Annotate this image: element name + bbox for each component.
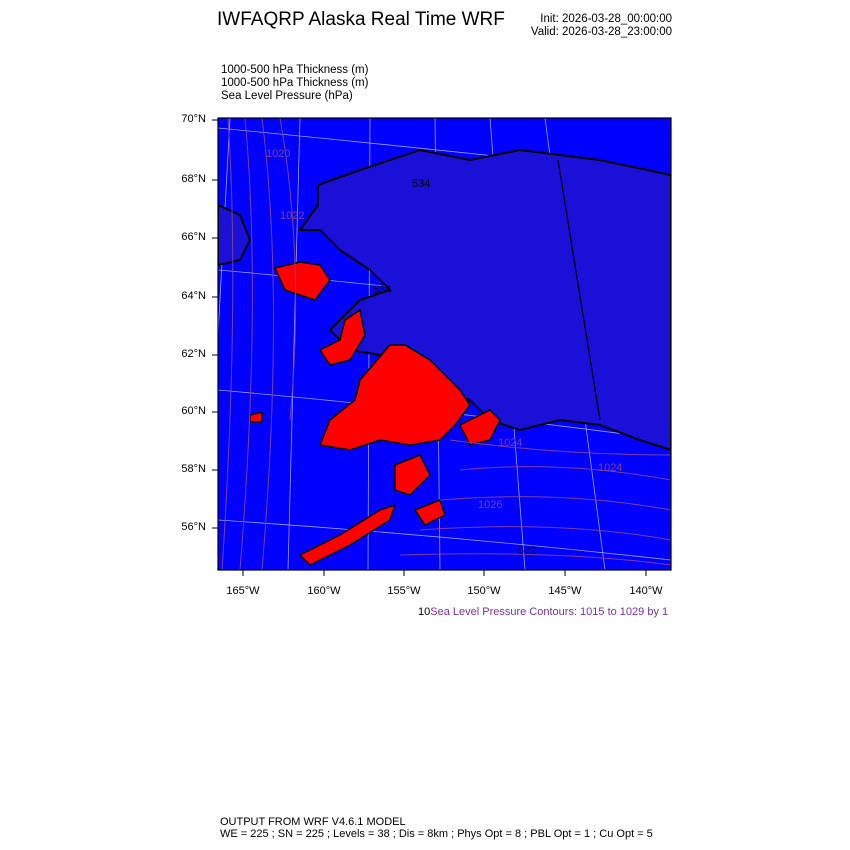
footer-model: OUTPUT FROM WRF V4.6.1 MODEL: [220, 816, 406, 828]
valid-time: Valid: 2026-03-28_23:00:00: [530, 26, 672, 38]
lat-label: 66°N: [181, 231, 206, 243]
contour-info-text: Sea Level Pressure Contours: 1015 to 102…: [430, 606, 669, 618]
border-line: [557, 159, 601, 421]
lon-label: 155°W: [387, 585, 421, 597]
lat-label: 60°N: [181, 405, 206, 417]
thickness-fill-areas: [249, 261, 501, 566]
field-label-thickness-2: 1000-500 hPa Thickness (m): [221, 77, 369, 89]
lat-label: 58°N: [181, 463, 206, 475]
lat-label: 64°N: [181, 290, 206, 302]
contour-label: 1022: [280, 210, 304, 222]
plot-title: IWFAQRP Alaska Real Time WRF: [217, 9, 505, 30]
lat-label: 56°N: [181, 521, 206, 533]
lon-label: 140°W: [629, 585, 663, 597]
contour-info: 10Sea Level Pressure Contours: 1015 to 1…: [418, 606, 668, 618]
lon-label: 145°W: [548, 585, 582, 597]
contour-label: 1024: [598, 462, 622, 474]
field-label-slp: Sea Level Pressure (hPa): [221, 90, 353, 102]
lat-label: 62°N: [181, 348, 206, 360]
contour-label: 534: [373, 284, 391, 296]
lat-label: 68°N: [181, 173, 206, 185]
map-plot: 1020 1022 1024 1026 1024 522 534 534: [212, 117, 672, 576]
contour-label: 1024: [498, 437, 522, 449]
contour-labels: 1020 1022 1024 1026 1024 522 534 534: [266, 148, 622, 557]
lon-label: 165°W: [226, 585, 260, 597]
lat-label: 70°N: [181, 113, 206, 125]
axis-ticks: [212, 119, 647, 576]
contour-label: 534: [412, 178, 430, 190]
contour-label: 522: [518, 545, 536, 557]
contour-label: 1026: [478, 499, 502, 511]
chukotka-landmass: [218, 203, 252, 267]
contour-label: 1020: [266, 148, 290, 160]
alaska-landmass: [298, 148, 671, 452]
contour-info-prefix: 10: [418, 606, 431, 618]
lon-label: 150°W: [467, 585, 501, 597]
map-frame: [217, 117, 672, 571]
slp-contours: [221, 118, 671, 570]
init-time: Init: 2026-03-28_00:00:00: [540, 13, 672, 25]
footer-options: WE = 225 ; SN = 225 ; Levels = 38 ; Dis …: [220, 828, 653, 840]
latitude-axis: 70°N 68°N 66°N 64°N 62°N 60°N 58°N 56°N: [150, 113, 206, 573]
lon-label: 160°W: [307, 585, 341, 597]
field-label-thickness-1: 1000-500 hPa Thickness (m): [221, 64, 369, 76]
